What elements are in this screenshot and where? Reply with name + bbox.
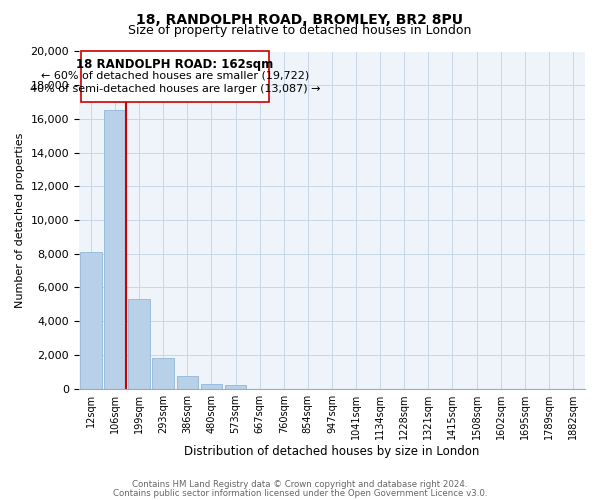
- Bar: [81, 52, 269, 102]
- Bar: [128, 300, 150, 388]
- Text: 18 RANDOLPH ROAD: 162sqm: 18 RANDOLPH ROAD: 162sqm: [76, 58, 274, 71]
- Bar: [152, 358, 174, 388]
- Bar: [225, 385, 247, 388]
- Text: Contains public sector information licensed under the Open Government Licence v3: Contains public sector information licen…: [113, 489, 487, 498]
- X-axis label: Distribution of detached houses by size in London: Distribution of detached houses by size …: [184, 444, 479, 458]
- Text: Size of property relative to detached houses in London: Size of property relative to detached ho…: [128, 24, 472, 37]
- Bar: [80, 252, 102, 388]
- Text: 18, RANDOLPH ROAD, BROMLEY, BR2 8PU: 18, RANDOLPH ROAD, BROMLEY, BR2 8PU: [137, 12, 464, 26]
- Text: Contains HM Land Registry data © Crown copyright and database right 2024.: Contains HM Land Registry data © Crown c…: [132, 480, 468, 489]
- Text: 40% of semi-detached houses are larger (13,087) →: 40% of semi-detached houses are larger (…: [30, 84, 320, 94]
- Y-axis label: Number of detached properties: Number of detached properties: [15, 132, 25, 308]
- Bar: [200, 384, 222, 388]
- Text: ← 60% of detached houses are smaller (19,722): ← 60% of detached houses are smaller (19…: [41, 70, 309, 80]
- Bar: [104, 110, 126, 388]
- Bar: [176, 376, 198, 388]
